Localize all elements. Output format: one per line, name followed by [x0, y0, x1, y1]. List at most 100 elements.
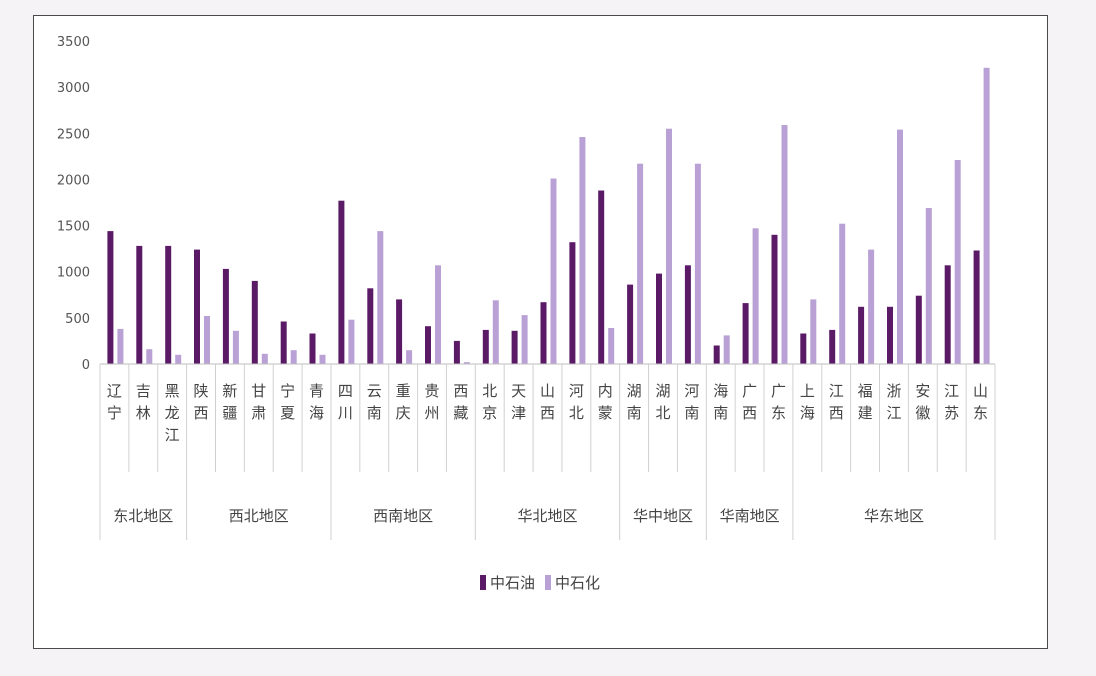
x-tick-label: 浙江 — [886, 382, 901, 422]
bar-series-1-18 — [637, 163, 644, 364]
x-tick-label: 山东 — [973, 382, 988, 422]
bar-series-0-0 — [107, 231, 114, 364]
x-tick-label: 广东 — [771, 382, 786, 422]
bar-series-1-2 — [175, 354, 182, 364]
y-tick-label: 1500 — [57, 220, 90, 235]
bar-series-1-8 — [348, 319, 355, 364]
bar-series-0-23 — [771, 234, 778, 364]
bar-series-1-13 — [492, 300, 499, 364]
bar-series-1-4 — [232, 330, 239, 364]
x-tick-label: 新疆 — [222, 382, 237, 422]
bar-series-0-21 — [713, 345, 720, 364]
x-tick-label: 宁夏 — [280, 382, 295, 422]
region-label: 东北地区 — [113, 507, 173, 525]
x-tick-label: 天津 — [511, 382, 526, 422]
region-label: 西北地区 — [229, 507, 289, 525]
bar-series-1-30 — [983, 67, 990, 365]
y-tick-label: 1000 — [57, 266, 90, 281]
x-tick-label: 黑龙江 — [165, 382, 180, 444]
bar-series-0-9 — [367, 288, 374, 364]
x-tick-label: 内蒙 — [598, 382, 613, 422]
x-tick-label: 重庆 — [396, 382, 411, 422]
x-tick-label: 北京 — [482, 382, 497, 422]
x-tick-label: 福建 — [858, 382, 873, 422]
x-tick-label: 辽宁 — [107, 382, 122, 422]
region-label: 华东地区 — [864, 507, 924, 525]
bars — [107, 67, 990, 365]
legend-label-series-1: 中石化 — [555, 574, 600, 592]
bar-series-1-3 — [204, 316, 210, 364]
x-tick-label: 甘肃 — [251, 382, 266, 422]
legend-swatch-series-1 — [545, 575, 551, 590]
bar-series-0-11 — [425, 326, 431, 364]
x-tick-label: 四川 — [338, 382, 353, 422]
bar-series-0-6 — [280, 321, 287, 364]
region-label: 华北地区 — [517, 507, 577, 525]
bar-series-1-14 — [521, 315, 528, 364]
bar-series-1-6 — [290, 350, 297, 364]
x-tick-label: 山西 — [540, 382, 555, 422]
x-tick-label: 陕西 — [194, 382, 209, 422]
x-tick-label: 湖北 — [655, 382, 670, 422]
region-label: 西南地区 — [373, 507, 433, 525]
bar-series-1-0 — [117, 328, 124, 364]
bar-series-0-17 — [598, 190, 605, 364]
bar-series-0-30 — [973, 250, 980, 364]
y-tick-label: 3000 — [57, 81, 90, 96]
bar-series-0-16 — [569, 242, 576, 364]
x-tick-label: 吉林 — [136, 382, 151, 422]
bar-series-1-29 — [954, 160, 961, 364]
bar-series-1-12 — [463, 362, 470, 364]
bar-series-0-27 — [887, 306, 893, 364]
bar-series-1-21 — [723, 335, 730, 364]
x-tick-label: 云南 — [367, 382, 382, 422]
bar-series-0-19 — [656, 273, 662, 364]
legend-label-series-0: 中石油 — [490, 574, 535, 592]
x-tick-label: 江西 — [829, 382, 844, 422]
bar-series-0-28 — [915, 295, 922, 364]
y-tick-label: 2500 — [57, 127, 90, 142]
x-tick-label: 广西 — [742, 382, 757, 422]
x-tick-label: 安徽 — [915, 382, 930, 422]
bar-series-1-15 — [550, 178, 557, 364]
bar-series-0-1 — [136, 245, 143, 364]
bar-series-1-9 — [377, 231, 384, 364]
x-tick-label: 湖南 — [627, 382, 642, 422]
bar-series-0-10 — [396, 299, 403, 364]
bar-series-1-17 — [608, 328, 615, 364]
bar-series-0-2 — [165, 245, 172, 364]
bar-series-1-27 — [897, 129, 903, 364]
region-label: 华中地区 — [633, 507, 693, 525]
bar-series-1-10 — [406, 350, 413, 364]
bar-series-1-26 — [868, 249, 875, 364]
x-tick-label: 贵州 — [425, 382, 440, 422]
bar-series-0-25 — [829, 329, 836, 364]
bar-series-0-29 — [944, 265, 951, 364]
bar-series-0-7 — [309, 333, 316, 364]
bar-series-0-5 — [251, 280, 258, 364]
y-axis: 0 500 1000 1500 2000 2500 3000 3500 — [57, 35, 90, 373]
bar-series-0-22 — [742, 303, 749, 364]
bar-series-1-7 — [319, 354, 326, 364]
x-tick-label: 海南 — [713, 382, 728, 422]
x-tick-label: 河北 — [569, 382, 584, 422]
bar-series-0-18 — [627, 284, 634, 364]
bar-series-0-14 — [511, 330, 518, 364]
bar-series-0-20 — [684, 265, 691, 364]
bar-series-1-28 — [925, 208, 932, 364]
x-tick-label: 上海 — [800, 382, 815, 422]
bar-series-1-23 — [781, 125, 788, 364]
bar-series-0-12 — [453, 340, 460, 364]
bar-series-0-13 — [482, 329, 489, 364]
bar-series-0-26 — [858, 306, 865, 364]
bar-series-0-4 — [222, 268, 229, 364]
y-tick-label: 500 — [65, 312, 90, 327]
bar-series-1-5 — [261, 353, 268, 364]
x-tick-label: 河南 — [684, 382, 699, 422]
bar-series-0-3 — [194, 249, 200, 364]
legend: 中石油 中石化 — [480, 574, 600, 592]
bar-series-0-15 — [540, 302, 547, 364]
bar-series-1-22 — [752, 228, 759, 364]
bar-series-1-11 — [435, 265, 441, 364]
x-tick-label: 西藏 — [453, 382, 468, 422]
